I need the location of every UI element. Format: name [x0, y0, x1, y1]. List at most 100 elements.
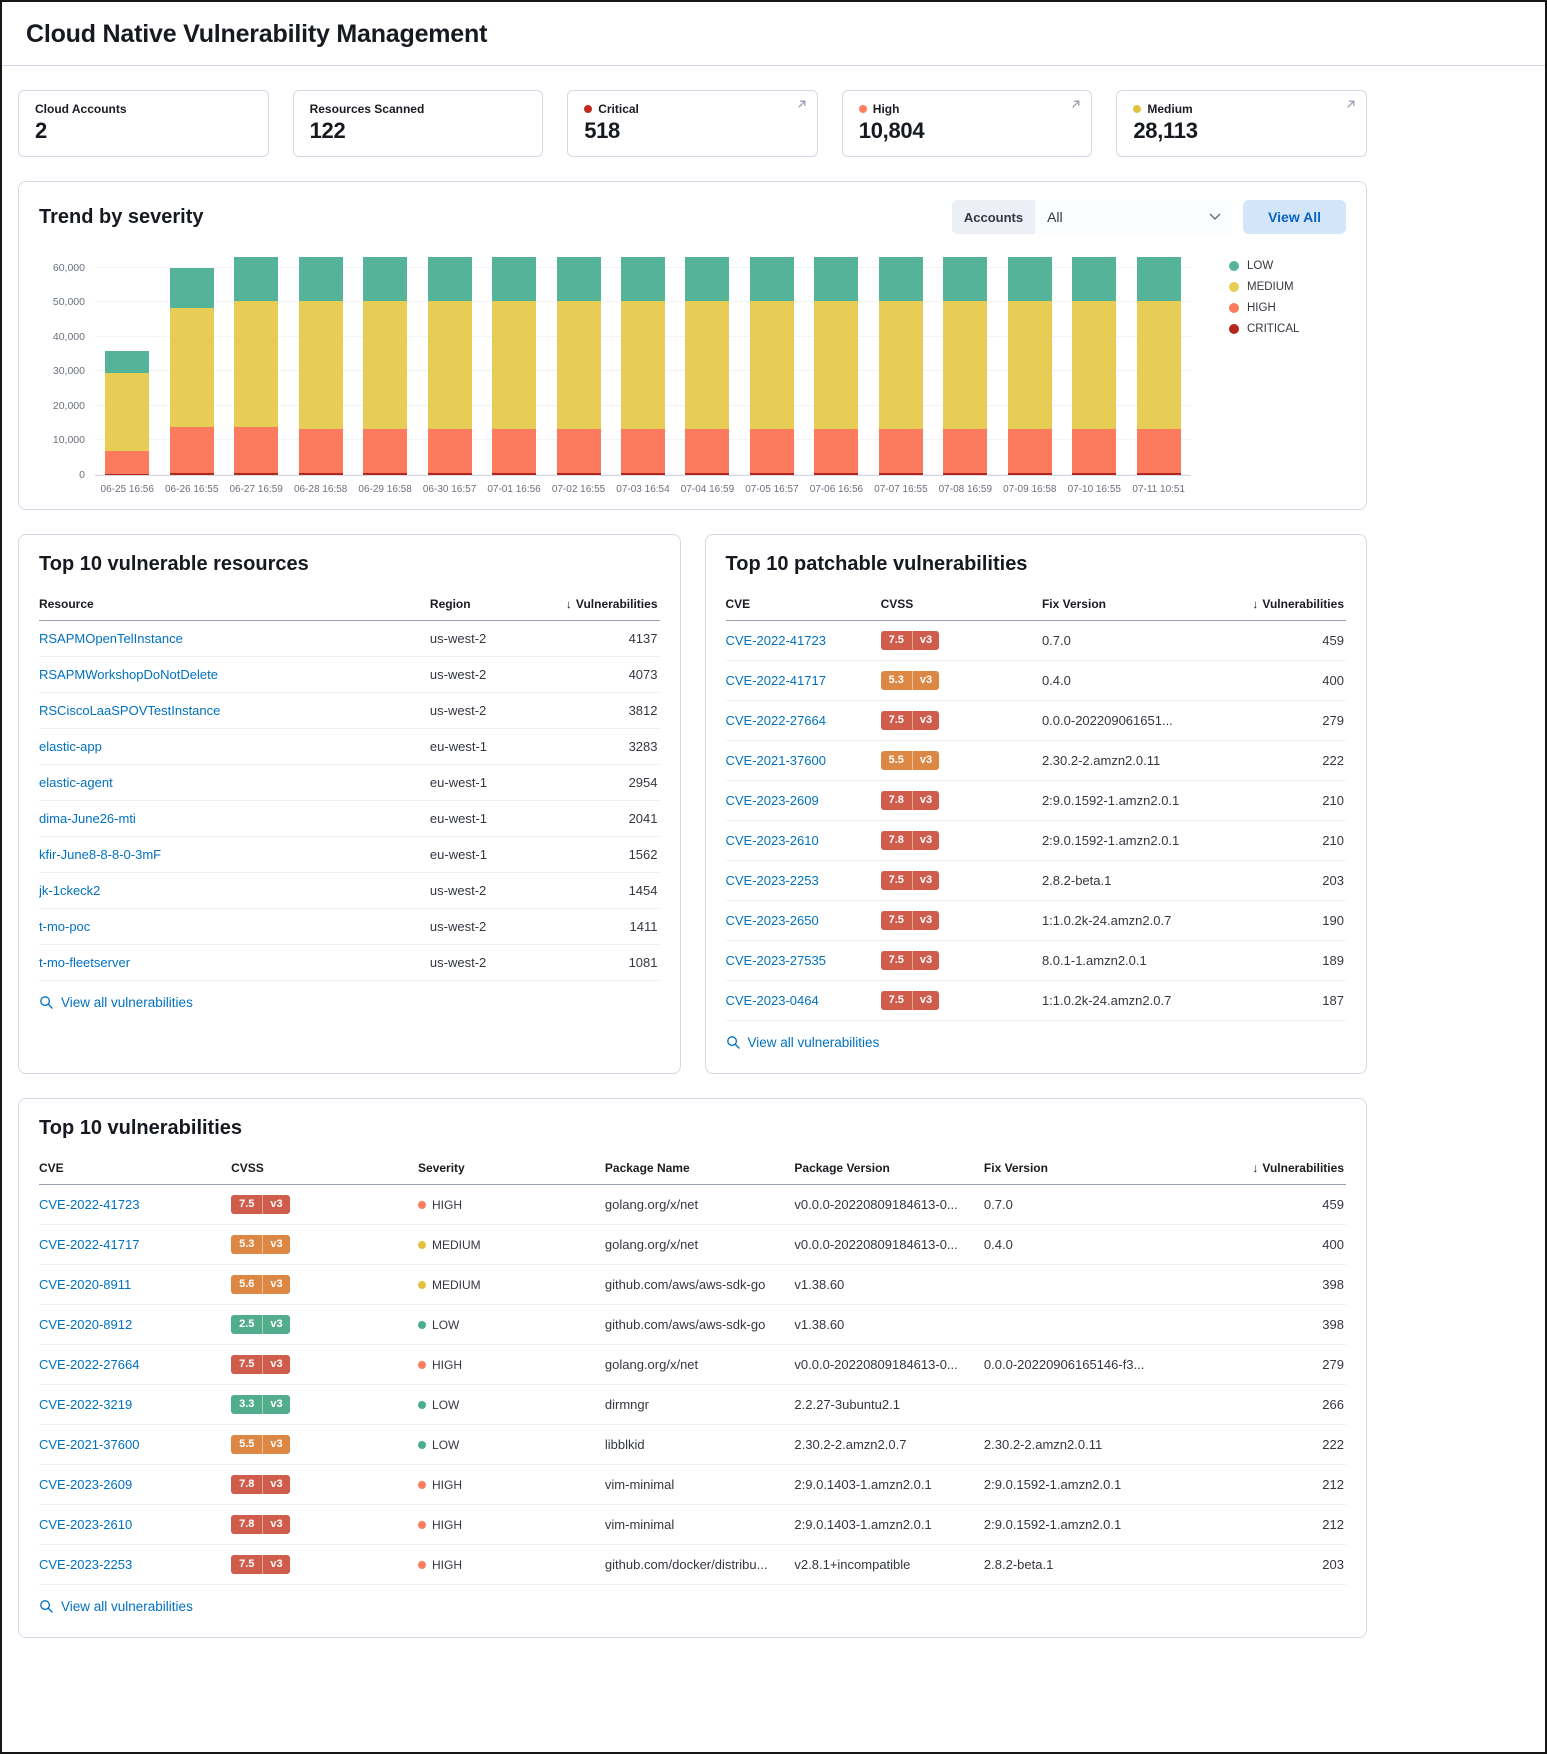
accounts-select-value[interactable]: All: [1035, 200, 1232, 234]
cve-link[interactable]: CVE-2023-2609: [725, 793, 819, 808]
cvss-version: v3: [911, 831, 939, 850]
cell-cve: CVE-2023-2609: [39, 1464, 232, 1505]
column-header-package[interactable]: Package Name: [604, 1152, 795, 1185]
stacked-bar[interactable]: [492, 257, 537, 475]
stat-card-value: 2: [35, 118, 47, 143]
resource-link[interactable]: RSCiscoLaaSPOVTestInstance: [39, 703, 221, 718]
resource-link[interactable]: kfir-June8-8-8-0-3mF: [39, 847, 162, 862]
cell-resource: jk-1ckeck2: [39, 872, 430, 909]
view-all-vulnerabilities-link[interactable]: View all vulnerabilities: [726, 1035, 879, 1050]
cve-link[interactable]: CVE-2023-2253: [725, 873, 819, 888]
column-header-count[interactable]: ↓ Vulnerabilities: [554, 588, 660, 621]
severity-label: LOW: [432, 1318, 460, 1332]
cell-cvss: 5.3 v3: [880, 660, 1042, 701]
cvss-badge: 7.5 v3: [880, 711, 940, 730]
cve-link[interactable]: CVE-2023-2610: [725, 833, 819, 848]
stacked-bar[interactable]: [878, 257, 923, 475]
stacked-bar[interactable]: [363, 257, 408, 475]
table-row: CVE-2022-27664 7.5 v3 0.0.0-202209061651...…: [725, 700, 1346, 741]
resource-link[interactable]: jk-1ckeck2: [39, 883, 101, 898]
legend-item-critical[interactable]: CRITICAL: [1229, 323, 1299, 335]
cve-link[interactable]: CVE-2023-2610: [39, 1517, 133, 1532]
stacked-bar[interactable]: [234, 257, 279, 475]
column-header-pkg_version[interactable]: Package Version: [794, 1152, 984, 1185]
bar-segment-low: [105, 350, 150, 374]
cell-severity: MEDIUM: [418, 1264, 605, 1305]
cve-link[interactable]: CVE-2022-41717: [725, 673, 826, 688]
column-header-count[interactable]: ↓ Vulnerabilities: [1198, 1152, 1346, 1185]
cell-fix: 0.0.0-202209061651...: [1041, 700, 1247, 741]
stacked-bar[interactable]: [105, 350, 150, 475]
open-in-new-icon[interactable]: [1345, 98, 1357, 110]
severity-indicator: MEDIUM: [418, 1238, 481, 1252]
resource-link[interactable]: dima-June26-mti: [39, 811, 136, 826]
column-header-resource[interactable]: Resource: [39, 588, 430, 621]
legend-item-low[interactable]: LOW: [1229, 260, 1299, 272]
column-header-cvss[interactable]: CVSS: [231, 1152, 419, 1185]
cve-link[interactable]: CVE-2021-37600: [725, 753, 826, 768]
stacked-bar[interactable]: [169, 267, 214, 475]
column-header-cvss[interactable]: CVSS: [880, 588, 1042, 621]
cve-link[interactable]: CVE-2021-37600: [39, 1437, 140, 1452]
view-all-vulnerabilities-link[interactable]: View all vulnerabilities: [39, 1599, 193, 1614]
cve-link[interactable]: CVE-2023-2253: [39, 1557, 133, 1572]
stacked-bar[interactable]: [685, 257, 730, 475]
resource-link[interactable]: RSAPMWorkshopDoNotDelete: [39, 667, 218, 682]
cve-link[interactable]: CVE-2022-41723: [725, 633, 826, 648]
cve-link[interactable]: CVE-2023-0464: [725, 993, 819, 1008]
cve-link[interactable]: CVE-2020-8911: [39, 1277, 132, 1292]
cve-link[interactable]: CVE-2023-2609: [39, 1477, 133, 1492]
legend-item-high[interactable]: HIGH: [1229, 302, 1299, 314]
stacked-bar[interactable]: [298, 257, 343, 475]
severity-label: HIGH: [432, 1478, 463, 1492]
open-in-new-icon[interactable]: [796, 98, 808, 110]
column-header-fix[interactable]: Fix Version: [983, 1152, 1199, 1185]
cve-link[interactable]: CVE-2020-8912: [39, 1317, 133, 1332]
stacked-bar[interactable]: [1136, 257, 1181, 475]
bar-segment-medium: [749, 301, 794, 430]
stacked-bar[interactable]: [943, 257, 988, 475]
column-header-severity[interactable]: Severity: [418, 1152, 605, 1185]
x-axis-label: 07-04 16:59: [680, 484, 735, 495]
stat-card-medium[interactable]: Medium 28,113: [1116, 90, 1367, 157]
column-header-region[interactable]: Region: [429, 588, 554, 621]
stacked-bar[interactable]: [814, 257, 859, 475]
stacked-bar[interactable]: [1072, 257, 1117, 475]
cve-link[interactable]: CVE-2023-27535: [725, 953, 826, 968]
cell-region: eu-west-1: [429, 728, 554, 765]
cve-link[interactable]: CVE-2022-27664: [725, 713, 826, 728]
resource-link[interactable]: elastic-agent: [39, 775, 113, 790]
resource-link[interactable]: elastic-app: [39, 739, 102, 754]
stat-card-critical[interactable]: Critical 518: [567, 90, 818, 157]
cve-link[interactable]: CVE-2022-41723: [39, 1197, 140, 1212]
cve-link[interactable]: CVE-2022-27664: [39, 1357, 140, 1372]
cve-link[interactable]: CVE-2023-2650: [725, 913, 819, 928]
stacked-bar[interactable]: [556, 257, 601, 475]
cell-fix: [983, 1384, 1199, 1425]
resource-link[interactable]: RSAPMOpenTelInstance: [39, 631, 183, 646]
stat-card-high[interactable]: High 10,804: [841, 90, 1093, 157]
stacked-bar[interactable]: [620, 257, 665, 475]
cell-fix: 2:9.0.1592-1.amzn2.0.1: [1041, 780, 1247, 821]
cve-link[interactable]: CVE-2022-3219: [39, 1397, 133, 1412]
chart-bar-column: [353, 257, 417, 475]
column-header-count[interactable]: ↓ Vulnerabilities: [1246, 588, 1346, 621]
chart-bar-column: [869, 257, 933, 475]
cvss-score: 7.5: [888, 954, 904, 966]
legend-item-medium[interactable]: MEDIUM: [1229, 281, 1299, 293]
table-row: elastic-agent eu-west-1 2954: [39, 764, 660, 801]
stacked-bar[interactable]: [749, 257, 794, 475]
open-in-new-icon[interactable]: [1070, 98, 1082, 110]
resource-link[interactable]: t-mo-fleetserver: [39, 955, 131, 970]
column-header-fix[interactable]: Fix Version: [1041, 588, 1247, 621]
accounts-select[interactable]: Accounts All: [951, 200, 1232, 234]
view-all-button[interactable]: View All: [1243, 200, 1346, 234]
column-header-cve[interactable]: CVE: [39, 1152, 232, 1185]
stacked-bar[interactable]: [427, 257, 472, 475]
resource-link[interactable]: t-mo-poc: [39, 919, 91, 934]
view-all-vulnerabilities-link[interactable]: View all vulnerabilities: [39, 995, 193, 1010]
column-header-cve[interactable]: CVE: [725, 588, 881, 621]
cell-fix: 2:9.0.1592-1.amzn2.0.1: [983, 1464, 1199, 1505]
stacked-bar[interactable]: [1007, 257, 1052, 475]
cve-link[interactable]: CVE-2022-41717: [39, 1237, 140, 1252]
